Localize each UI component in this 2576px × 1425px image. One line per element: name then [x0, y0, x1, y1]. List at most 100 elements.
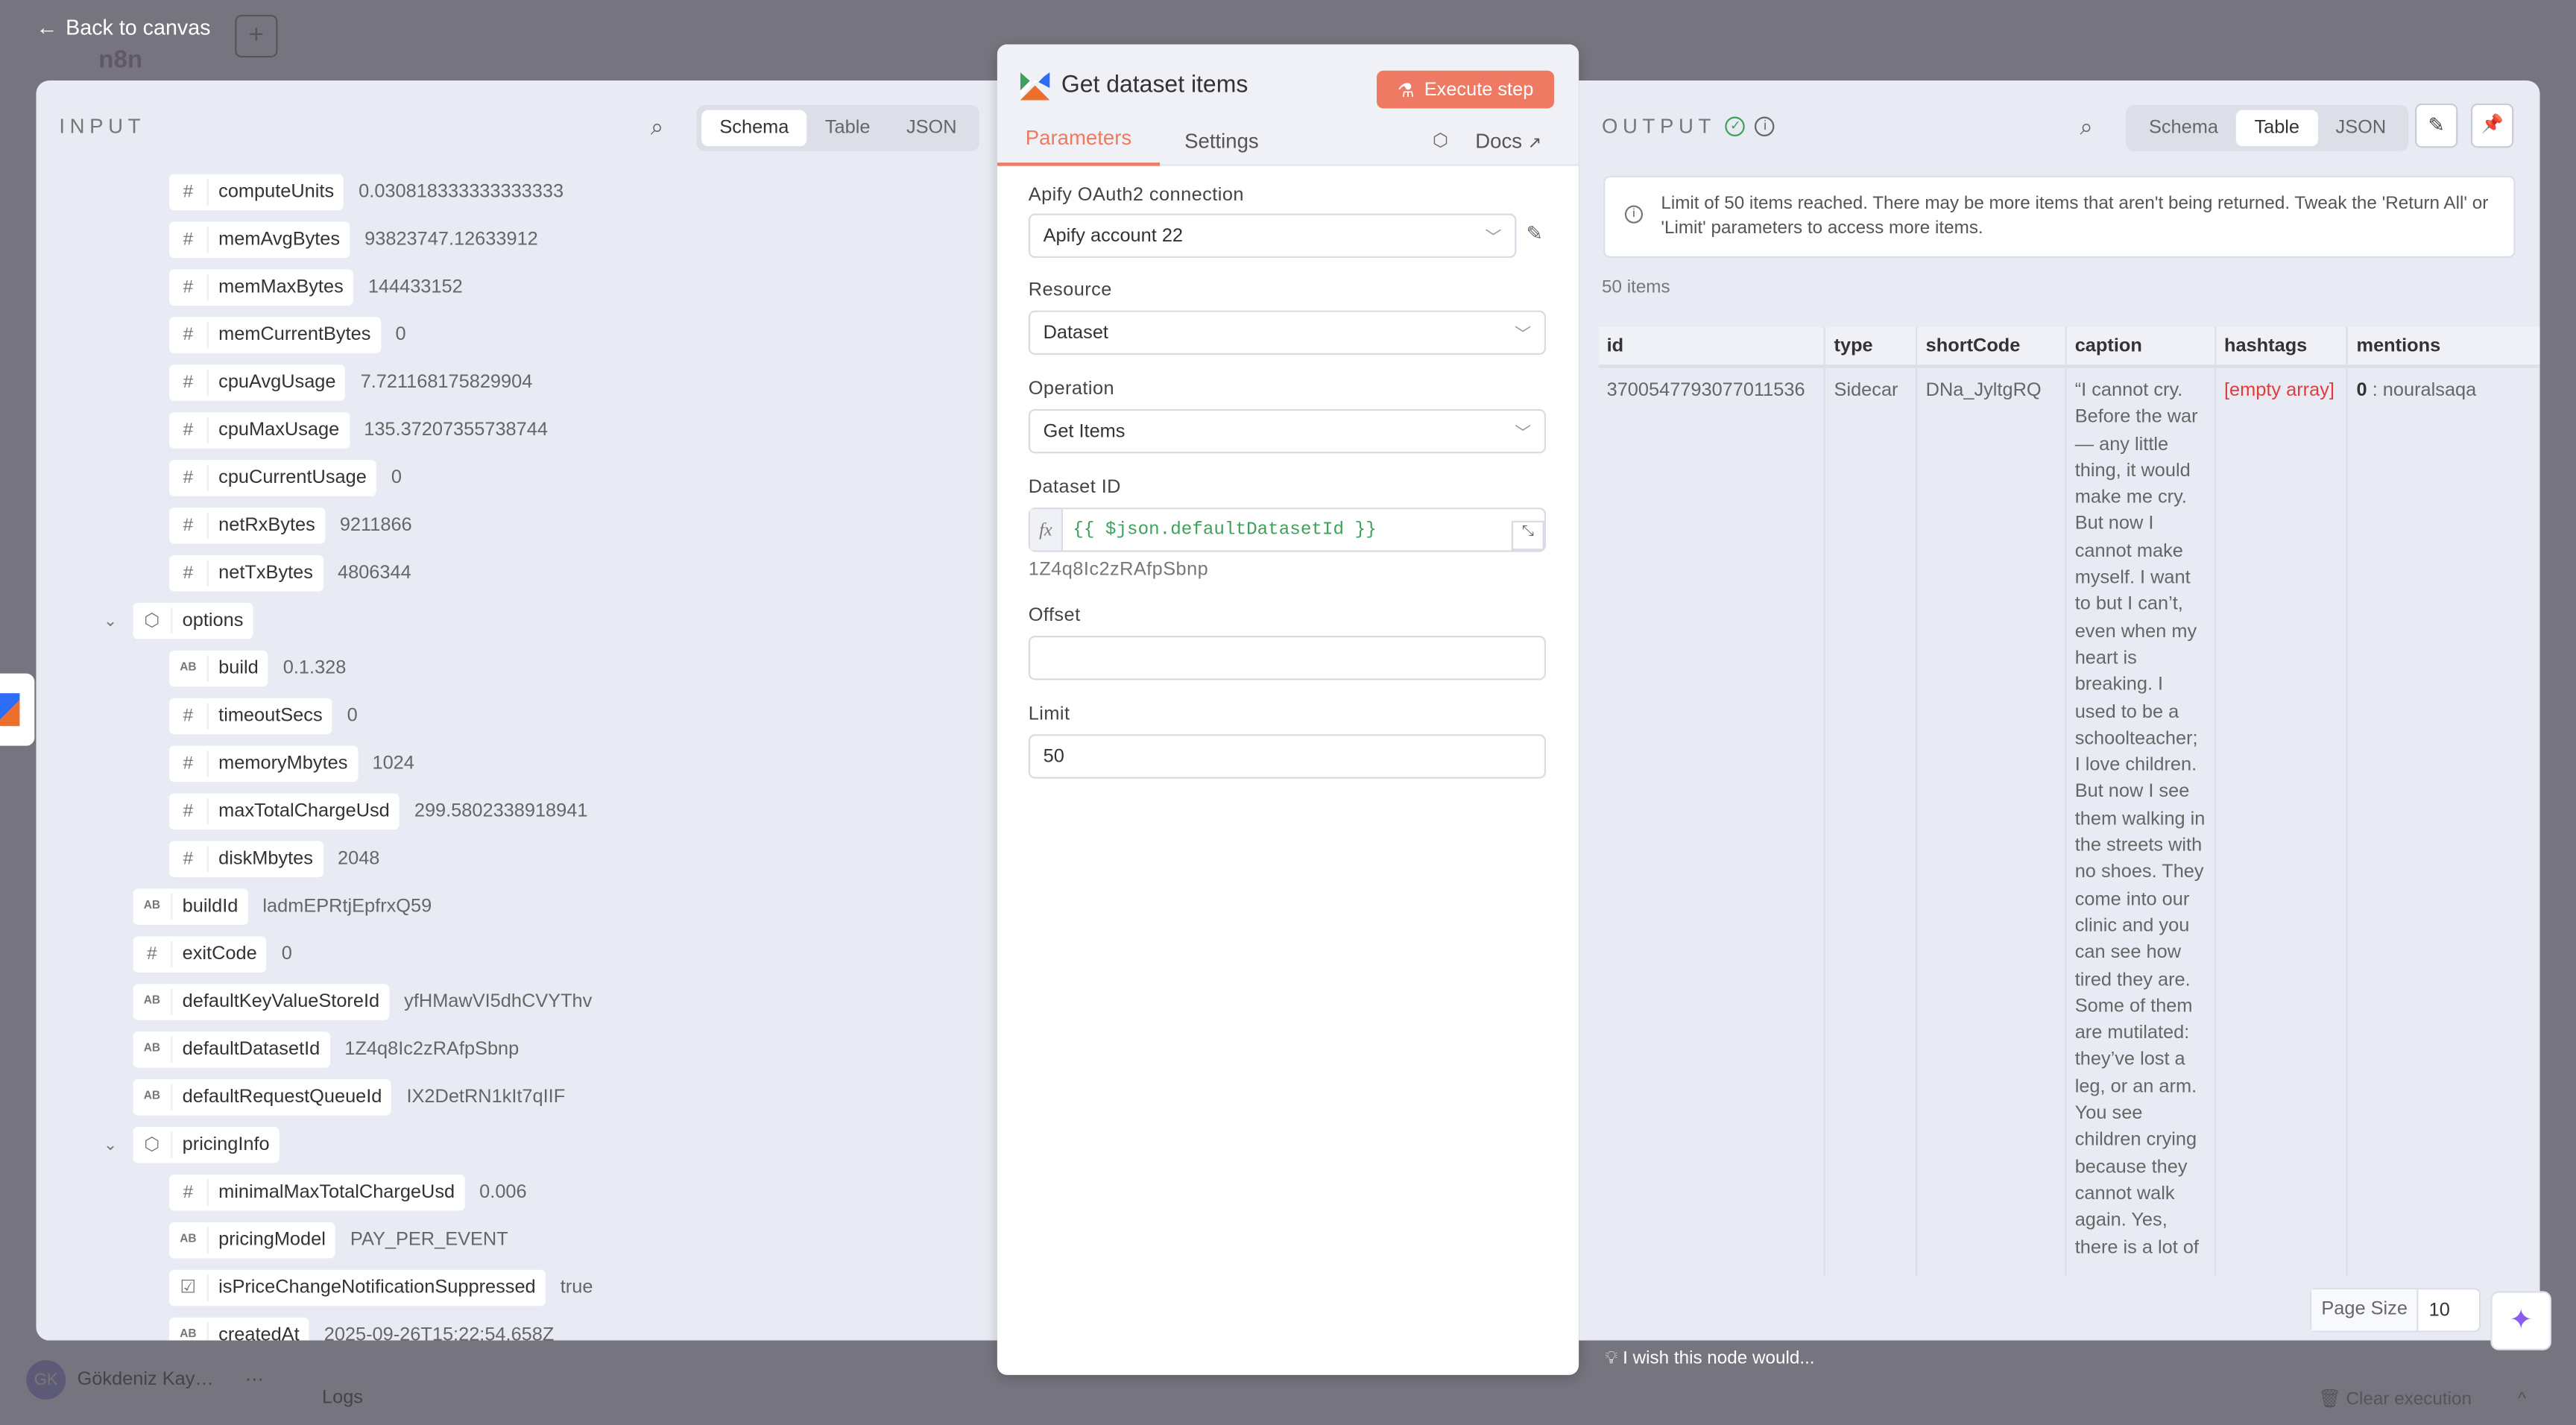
field-key: minimalMaxTotalChargeUsd [218, 1182, 455, 1203]
schema-field-pill[interactable]: # memMaxBytes [169, 269, 353, 306]
more-icon[interactable]: ··· [244, 1370, 264, 1390]
resource-select[interactable]: Dataset ﹀ [1028, 310, 1547, 356]
schema-field-pill[interactable]: # minimalMaxTotalChargeUsd [169, 1174, 465, 1211]
schema-row: # maxTotalChargeUsd 299.5802338918941 [169, 793, 588, 830]
input-tab-schema[interactable]: Schema [701, 110, 807, 147]
input-view-toggle[interactable]: Schema Table JSON [696, 105, 980, 151]
schema-field-pill[interactable]: # memAvgBytes [169, 221, 350, 259]
search-icon[interactable]: ⌕ [650, 113, 664, 140]
hash-icon: # [169, 751, 209, 777]
output-tab-table[interactable]: Table [2236, 110, 2318, 147]
logs-label[interactable]: Logs [322, 1388, 363, 1408]
field-key: defaultKeyValueStoreId [182, 992, 380, 1012]
field-key: memAvgBytes [218, 230, 341, 250]
output-tab-schema[interactable]: Schema [2148, 118, 2218, 139]
execute-step-button[interactable]: ⚗ Execute step [1377, 70, 1555, 109]
schema-row: # minimalMaxTotalChargeUsd 0.006 [169, 1174, 527, 1211]
schema-row: # cpuCurrentUsage 0 [169, 460, 402, 496]
offset-input[interactable] [1028, 635, 1547, 680]
tab-parameters[interactable]: Parameters [997, 127, 1161, 166]
schema-field-pill[interactable]: AB defaultKeyValueStoreId [133, 984, 390, 1020]
hash-icon: # [169, 703, 209, 730]
schema-field-pill[interactable]: AB createdAt [169, 1317, 309, 1341]
field-key: options [182, 610, 244, 631]
output-panel: OUTPUT ✓ i ⌕ Schema Table JSON ✎ 📌 i Lim… [1579, 80, 2540, 1341]
column-hashtags[interactable]: hashtags [2214, 326, 2349, 368]
lightbulb-icon: 💡︎ [1605, 1348, 1618, 1369]
limit-input[interactable]: 50 [1028, 734, 1547, 779]
input-tab-table[interactable]: Table [824, 118, 871, 139]
field-key: exitCode [182, 944, 257, 964]
page-size-select[interactable]: Page Size 10 [2309, 1288, 2481, 1333]
dataset-id-input[interactable]: fx {{ $json.defaultDatasetId }} ⤡ [1028, 508, 1547, 552]
schema-field-pill[interactable]: AB defaultRequestQueueId [133, 1079, 392, 1116]
schema-field-pill[interactable]: ⬡ pricingInfo [133, 1127, 280, 1163]
schema-field-pill[interactable]: # netRxBytes [169, 508, 325, 544]
field-value: 7.721168175829904 [360, 373, 533, 393]
schema-field-pill[interactable]: # memCurrentBytes [169, 317, 381, 353]
schema-field-pill[interactable]: # netTxBytes [169, 554, 323, 592]
tab-settings[interactable]: Settings [1184, 130, 1259, 153]
feedback-prompt[interactable]: 💡︎ I wish this node would... [1605, 1349, 1814, 1371]
output-table-wrapper[interactable]: id type shortCode caption hashtags menti… [1598, 326, 2540, 1277]
schema-field-pill[interactable]: ☑ isPriceChangeNotificationSuppressed [169, 1269, 546, 1306]
field-key: isPriceChangeNotificationSuppressed [218, 1277, 536, 1298]
docs-link[interactable]: Docs ↗ [1475, 130, 1541, 153]
add-node-button[interactable]: + [235, 14, 278, 58]
clear-label: Clear execution [2346, 1389, 2472, 1410]
cell-type: Sidecar [1825, 366, 1918, 1277]
schema-field-pill[interactable]: # cpuMaxUsage [169, 412, 350, 449]
field-value: 0.030818333333333333 [359, 182, 564, 203]
column-shortcode[interactable]: shortCode [1916, 326, 2067, 368]
chevron-up-icon[interactable]: ^ [2517, 1389, 2527, 1410]
back-to-canvas-button[interactable]: ← Back to canvas [36, 15, 210, 40]
column-type[interactable]: type [1825, 326, 1918, 368]
schema-field-pill[interactable]: AB pricingModel [169, 1222, 336, 1259]
chevron-down-icon: ﹀ [1515, 326, 1532, 345]
pin-data-button[interactable]: 📌 [2470, 103, 2514, 148]
field-value: 299.5802338918941 [414, 801, 588, 822]
edit-output-button[interactable]: ✎ [2415, 103, 2458, 148]
schema-field-pill[interactable]: # diskMbytes [169, 841, 323, 877]
schema-field-pill[interactable]: AB buildId [133, 888, 248, 925]
schema-field-pill[interactable]: ⬡ options [133, 602, 253, 639]
info-icon[interactable]: i [1755, 116, 1775, 136]
column-caption[interactable]: caption [2065, 326, 2216, 368]
output-view-toggle[interactable]: Schema Table JSON [2126, 105, 2410, 151]
schema-field-pill[interactable]: AB build [169, 650, 268, 687]
hash-icon: # [169, 274, 209, 301]
chevron-down-icon[interactable]: ⌄ [103, 1136, 118, 1154]
schema-field-pill[interactable]: # maxTotalChargeUsd [169, 793, 400, 830]
operation-value: Get Items [1043, 421, 1126, 441]
apify-node-stub[interactable] [0, 673, 35, 746]
execute-label: Execute step [1424, 79, 1534, 100]
operation-select[interactable]: Get Items ﹀ [1028, 408, 1547, 454]
schema-field-pill[interactable]: # cpuAvgUsage [169, 364, 346, 401]
output-tab-json[interactable]: JSON [2335, 118, 2387, 139]
field-value: ladmEPRtjEpfrxQ59 [262, 897, 432, 917]
field-key: defaultRequestQueueId [182, 1087, 382, 1108]
column-mentions[interactable]: mentions [2347, 326, 2540, 368]
cube-icon[interactable]: ⬡ [1432, 131, 1449, 151]
field-key: timeoutSecs [218, 706, 323, 727]
string-type-icon: AB [169, 655, 209, 682]
connection-select[interactable]: Apify account 22 ﹀ [1028, 213, 1517, 259]
input-tab-json[interactable]: JSON [906, 118, 957, 139]
schema-field-pill[interactable]: # computeUnits [169, 174, 344, 211]
search-icon[interactable]: ⌕ [2080, 113, 2093, 140]
schema-field-pill[interactable]: # timeoutSecs [169, 698, 332, 735]
ai-assistant-button[interactable]: ✦ [2490, 1291, 2551, 1350]
chevron-down-icon[interactable]: ⌄ [103, 612, 118, 631]
schema-field-pill[interactable]: # cpuCurrentUsage [169, 460, 377, 496]
expand-expression-icon[interactable]: ⤡ [1511, 519, 1544, 550]
edit-credential-icon[interactable]: ✎ [1526, 221, 1543, 245]
hash-icon: # [169, 846, 209, 873]
field-key: netRxBytes [218, 516, 315, 536]
footer-user[interactable]: GK Gökdeniz Kay… ··· [26, 1359, 264, 1400]
column-id[interactable]: id [1598, 326, 1826, 368]
schema-field-pill[interactable]: AB defaultDatasetId [133, 1031, 330, 1068]
schema-field-pill[interactable]: # memoryMbytes [169, 745, 358, 783]
clear-execution-button[interactable]: 🗑 Clear execution ^ [2318, 1388, 2526, 1409]
field-value: 4806344 [338, 563, 411, 584]
schema-field-pill[interactable]: # exitCode [133, 936, 267, 973]
